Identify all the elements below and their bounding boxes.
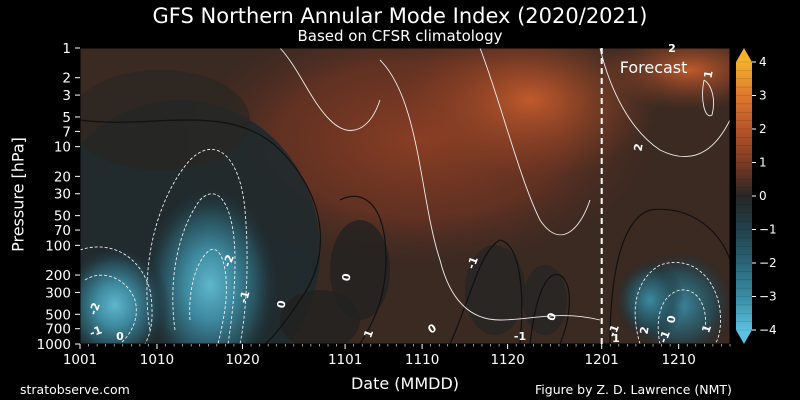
contour-label: 0 [274, 299, 288, 309]
colorbar-arrow-top [736, 48, 752, 62]
x-axis-label: Date (MMDD) [350, 374, 460, 393]
credit-author: Figure by Z. D. Lawrence (NMT) [535, 382, 732, 397]
contour-pos-3 [599, 48, 730, 157]
colorbar-tick-label: −2 [759, 256, 777, 270]
contour-label: 1 [361, 328, 376, 340]
colorbar-arrow-bottom [736, 330, 752, 344]
y-tick-label: 100 [45, 238, 71, 254]
contour-label: -1 [606, 323, 622, 339]
y-tick-label: 50 [54, 209, 71, 225]
colorbar-tick-label: 3 [759, 89, 767, 103]
contour-zero-2 [339, 195, 387, 344]
contour-label: 1 [612, 332, 620, 345]
contour-label: 2 [668, 42, 676, 55]
contour-label: 1 [699, 323, 714, 335]
field-positive-upper [600, 48, 730, 110]
field-negative-core-a [140, 185, 280, 344]
contour-zero-3 [449, 239, 523, 344]
field-negative-core-b [80, 245, 170, 344]
y-tick-label: 1000 [37, 337, 71, 353]
y-tick-label: 700 [45, 322, 71, 338]
colorbar-tick-label: 1 [759, 156, 767, 170]
contour-label: 0 [116, 330, 124, 343]
contour-neg-5 [80, 246, 153, 344]
colorbar: 4 3 2 1 0 −1 −2 −3 −4 [736, 48, 777, 344]
field-neutral-f [80, 70, 250, 170]
colorbar-tick-label: −3 [759, 290, 777, 304]
contour-label: 0 [664, 314, 678, 324]
contour-neg-1 [146, 149, 248, 344]
contour-label: 0 [544, 311, 559, 323]
x-tick-label: 1020 [225, 352, 259, 368]
contour-label: 1 [701, 69, 715, 79]
contour-label: -1 [237, 290, 253, 305]
chart-subtitle: Based on CFSR climatology [297, 27, 503, 45]
y-tick-label: 2 [62, 71, 71, 87]
field-positive-core [400, 48, 660, 180]
contour-label: -1 [465, 255, 481, 271]
colorbar-tick-label: 0 [759, 189, 767, 203]
contour-pos-2 [479, 48, 591, 236]
contour-pos-5 [702, 79, 715, 117]
credit-site: stratobserve.com [20, 382, 130, 397]
contour-pos-1 [379, 59, 601, 321]
heatmap-field [80, 48, 730, 344]
x-tick-label: 1110 [405, 352, 439, 368]
x-axis: 1001 1010 1020 1101 1110 1120 1201 1210 [63, 344, 731, 368]
colorbar-tick-label: −1 [759, 223, 777, 237]
y-tick-label: 70 [54, 223, 71, 239]
contour-neg-2 [172, 193, 236, 344]
contour-pos-4 [279, 48, 381, 131]
contour-label: -1 [88, 324, 104, 340]
x-tick-label: 1120 [490, 352, 524, 368]
contour-label: 2 [637, 325, 651, 335]
y-tick-label: 200 [45, 268, 71, 284]
colorbar-body [736, 62, 752, 330]
chart-title: GFS Northern Annular Mode Index (2020/20… [152, 4, 648, 28]
contour-neg-4 [84, 274, 137, 344]
contour-zero-5 [609, 208, 730, 344]
field-neutral-c [330, 220, 390, 320]
x-tick-label: 1101 [328, 352, 362, 368]
contour-label: -1 [657, 329, 673, 345]
forecast-marker: Forecast [600, 48, 688, 344]
forecast-label: Forecast [620, 58, 688, 77]
y-tick-label: 1 [62, 41, 71, 57]
colorbar-tick-label: 4 [759, 55, 767, 69]
contour-label: 2 [631, 142, 645, 152]
contour-lines [80, 48, 730, 344]
contour-label: -2 [87, 301, 103, 317]
contour-neg-3 [189, 248, 227, 344]
x-tick-label: 1001 [63, 352, 97, 368]
x-tick-label: 1010 [140, 352, 174, 368]
y-tick-label: 20 [54, 169, 71, 185]
x-tick-label: 1210 [662, 352, 696, 368]
contour-zero-1 [80, 119, 322, 344]
contour-zero-4 [529, 273, 571, 344]
y-tick-label: 300 [45, 285, 71, 301]
y-tick-label: 5 [62, 110, 71, 126]
contour-label: 0 [339, 272, 353, 282]
contour-label: -1 [514, 330, 526, 343]
x-tick-label: 1201 [585, 352, 619, 368]
y-tick-label: 3 [62, 88, 71, 104]
y-tick-label: 10 [54, 140, 71, 156]
colorbar-tick-label: 2 [759, 122, 767, 136]
y-tick-label: 500 [45, 307, 71, 323]
contour-neg-6 [634, 262, 721, 344]
field-negative-core-d [615, 260, 685, 340]
colorbar-ticks: 4 3 2 1 0 −1 −2 −3 −4 [736, 55, 777, 337]
y-tick-label: 7 [62, 124, 71, 140]
colorbar-tick-label: −4 [759, 323, 777, 337]
contour-label: -2 [221, 253, 237, 269]
y-tick-label: 30 [54, 187, 71, 203]
